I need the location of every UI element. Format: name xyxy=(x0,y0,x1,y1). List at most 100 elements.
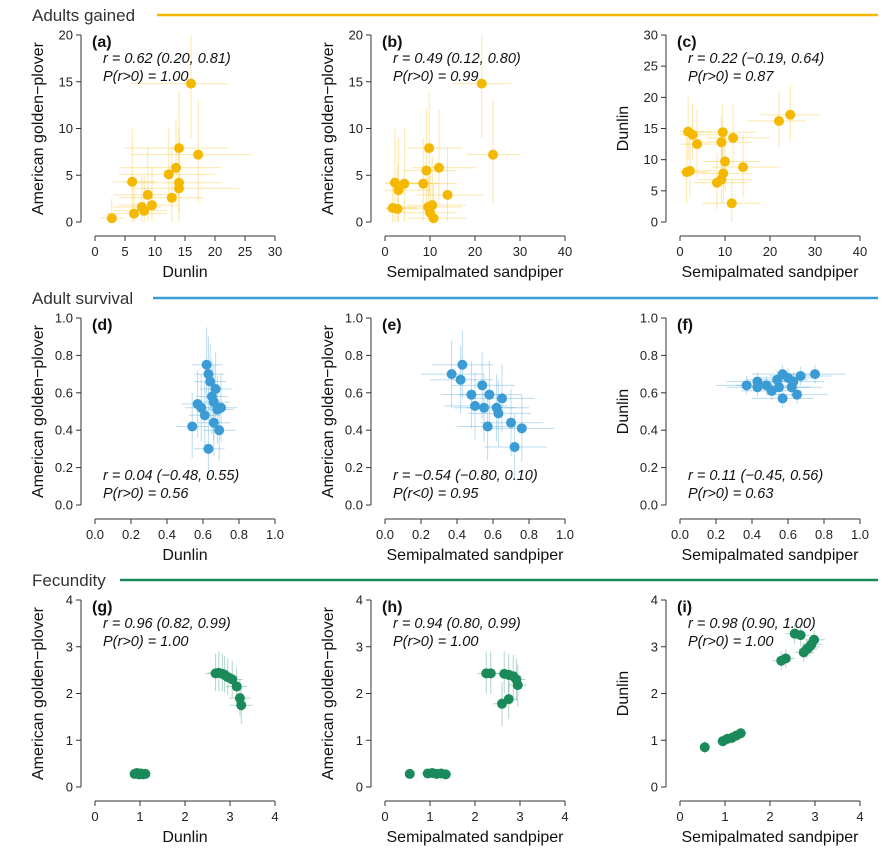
y-tick-label: 15 xyxy=(59,74,73,89)
data-point xyxy=(809,634,820,645)
x-axis-label: Semipalmated sandpiper xyxy=(387,829,565,846)
y-tick-label: 4 xyxy=(651,593,658,608)
data-point xyxy=(476,78,487,89)
y-tick-label: 20 xyxy=(59,28,73,43)
data-point xyxy=(774,382,784,393)
x-axis-label: Semipalmated sandpiper xyxy=(387,547,565,564)
data-point xyxy=(795,370,806,381)
data-point xyxy=(774,116,784,127)
y-tick-label: 0 xyxy=(651,780,658,795)
y-tick-label: 0.8 xyxy=(55,348,73,363)
y-axis-label: American golden−plover xyxy=(320,606,337,780)
data-point xyxy=(216,402,226,413)
data-point xyxy=(717,127,728,138)
x-tick-label: 0.8 xyxy=(520,527,538,542)
data-point xyxy=(728,132,739,143)
y-tick-label: 3 xyxy=(66,639,73,654)
x-tick-label: 1.0 xyxy=(556,527,574,542)
y-tick-label: 0 xyxy=(356,215,363,230)
x-axis-label: Semipalmated sandpiper xyxy=(387,264,565,281)
panel-label: (i) xyxy=(677,599,692,616)
y-tick-label: 30 xyxy=(644,28,658,43)
x-tick-label: 30 xyxy=(808,244,822,259)
x-tick-label: 3 xyxy=(226,809,233,824)
data-point xyxy=(203,369,214,380)
x-axis-label: Semipalmated sandpiper xyxy=(682,264,860,281)
y-tick-label: 5 xyxy=(66,168,73,183)
data-point xyxy=(777,393,788,404)
y-axis-label: American golden−plover xyxy=(30,606,47,780)
data-point xyxy=(208,417,219,428)
data-point xyxy=(174,143,184,154)
data-point xyxy=(795,630,806,641)
x-tick-label: 4 xyxy=(271,809,278,824)
panel-label: (a) xyxy=(92,34,112,51)
section-header-1: Adults gained xyxy=(32,6,878,25)
data-point xyxy=(201,359,212,370)
data-point xyxy=(718,168,729,179)
x-tick-label: 2 xyxy=(766,809,773,824)
panel-label: (f) xyxy=(677,317,693,334)
data-point xyxy=(187,421,198,432)
y-tick-label: 0 xyxy=(66,215,73,230)
correlation-text: r = 0.94 (0.80, 0.99) xyxy=(393,616,521,632)
x-tick-label: 0.0 xyxy=(86,527,104,542)
data-point xyxy=(503,694,514,705)
probability-text: P(r>0) = 0.99 xyxy=(393,69,478,85)
panel-label: (c) xyxy=(677,34,697,51)
y-tick-label: 0.2 xyxy=(640,460,658,475)
x-tick-label: 0.0 xyxy=(376,527,394,542)
x-tick-label: 0.8 xyxy=(230,527,248,542)
data-point xyxy=(404,768,415,779)
x-axis-label: Semipalmated sandpiper xyxy=(682,829,860,846)
data-point xyxy=(231,681,242,692)
y-tick-label: 2 xyxy=(356,686,363,701)
data-point xyxy=(193,149,204,160)
panel-d: 0.0 0.2 0.4 0.6 0.8 1.0 Dunlin 0.0 0.2 0.4 0.6 0.8 1… xyxy=(30,311,284,565)
data-point xyxy=(393,185,404,196)
x-tick-label: 0 xyxy=(676,244,683,259)
data-point xyxy=(174,177,184,188)
y-tick-label: 1 xyxy=(356,733,363,748)
panel-label: (e) xyxy=(382,317,402,334)
data-point xyxy=(163,169,174,180)
data-point xyxy=(485,668,496,679)
y-tick-label: 1 xyxy=(651,733,658,748)
data-point xyxy=(735,728,746,739)
y-axis-label: Dunlin xyxy=(615,671,632,716)
correlation-text: r = 0.11 (−0.45, 0.56) xyxy=(688,468,823,484)
x-tick-label: 0 xyxy=(91,244,98,259)
x-tick-label: 10 xyxy=(423,244,437,259)
y-tick-label: 10 xyxy=(59,121,73,136)
data-point xyxy=(484,389,495,400)
data-point xyxy=(147,200,157,211)
y-tick-label: 5 xyxy=(651,183,658,198)
data-point xyxy=(208,397,219,408)
data-point xyxy=(199,410,210,421)
x-tick-label: 0.6 xyxy=(779,527,797,542)
data-point xyxy=(427,200,438,211)
y-tick-label: 10 xyxy=(644,152,658,167)
y-axis-label: American golden−plover xyxy=(30,41,47,215)
panel-c: 0 10 20 30 40 Semipalmated sandpiper 0 5 10 15 20 2… xyxy=(615,28,867,282)
data-point xyxy=(466,389,477,400)
panel-label: (b) xyxy=(382,34,402,51)
section-title: Fecundity xyxy=(32,571,106,590)
y-tick-label: 0.6 xyxy=(640,385,658,400)
x-tick-label: 20 xyxy=(763,244,777,259)
x-tick-label: 0 xyxy=(381,244,388,259)
x-tick-label: 20 xyxy=(208,244,222,259)
panel-f: 0.0 0.2 0.4 0.6 0.8 1.0 Semipalmated sandpiper… xyxy=(615,311,869,565)
data-point xyxy=(457,359,468,370)
x-axis-label: Semipalmated sandpiper xyxy=(682,547,860,564)
data-point xyxy=(780,653,791,664)
y-tick-label: 5 xyxy=(356,168,363,183)
probability-text: P(r>0) = 1.00 xyxy=(103,69,188,85)
x-tick-label: 2 xyxy=(471,809,478,824)
x-tick-label: 4 xyxy=(561,809,568,824)
y-tick-label: 1.0 xyxy=(345,311,363,326)
data-point xyxy=(434,162,444,173)
y-tick-label: 0 xyxy=(356,780,363,795)
data-point xyxy=(418,178,429,189)
data-point xyxy=(810,369,820,380)
